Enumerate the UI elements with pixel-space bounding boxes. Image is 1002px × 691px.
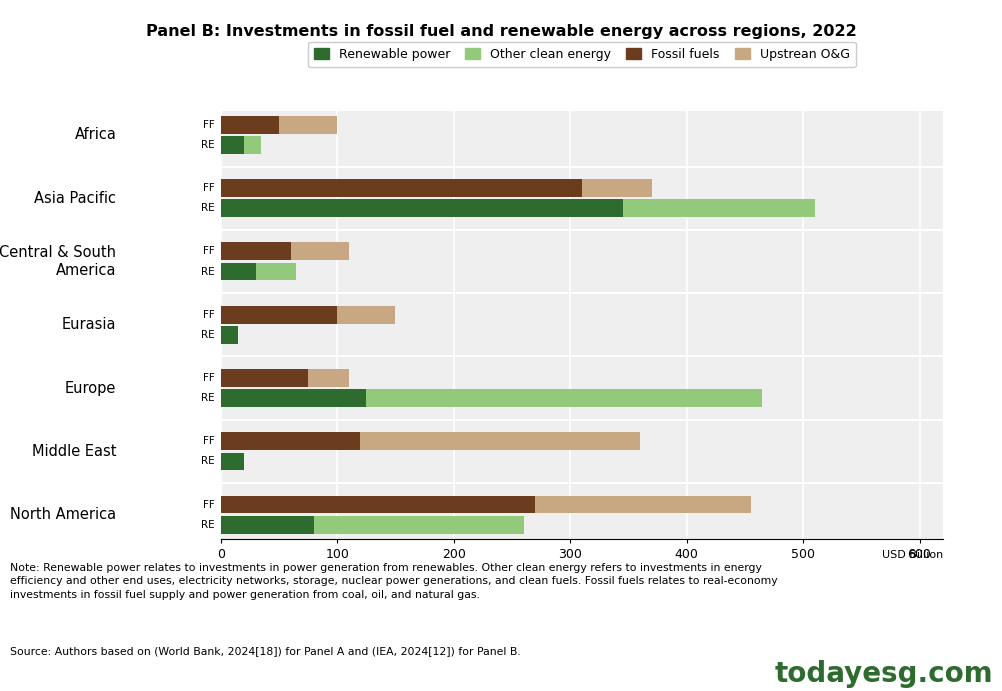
Bar [337,306,395,323]
Text: FF: FF [202,120,214,130]
Bar [220,306,337,323]
Bar [581,179,651,197]
Text: Panel B: Investments in fossil fuel and renewable energy across regions, 2022: Panel B: Investments in fossil fuel and … [146,24,856,39]
Bar [220,200,622,217]
Bar [366,389,762,407]
Bar [220,369,308,387]
Bar [220,179,581,197]
Text: RE: RE [201,140,214,150]
Bar [535,495,749,513]
Text: Source: Authors based on (World Bank, 2024[18]) for Panel A and (IEA, 2024[12]) : Source: Authors based on (World Bank, 20… [10,646,520,656]
Text: FF: FF [202,246,214,256]
Bar [220,263,256,281]
Bar [279,116,337,133]
Bar [314,516,523,533]
Text: RE: RE [201,393,214,404]
Bar [308,369,349,387]
Text: FF: FF [202,183,214,193]
Bar [256,263,296,281]
Text: RE: RE [201,330,214,340]
Text: FF: FF [202,500,214,509]
Legend: Renewable power, Other clean energy, Fossil fuels, Upstrean O&G: Renewable power, Other clean energy, Fos… [308,42,855,67]
Bar [220,389,366,407]
Text: RE: RE [201,520,214,530]
Text: RE: RE [201,203,214,214]
Bar [220,433,360,450]
Bar [291,243,349,261]
Text: RE: RE [201,267,214,276]
Text: FF: FF [202,310,214,320]
Bar [360,433,639,450]
Bar [622,200,814,217]
Bar [220,243,291,261]
Text: FF: FF [202,373,214,383]
Bar [220,516,314,533]
Bar [220,326,237,343]
Bar [220,495,535,513]
Text: todayesg.com: todayesg.com [774,659,992,688]
Bar [243,136,262,154]
Bar [220,116,279,133]
Text: FF: FF [202,436,214,446]
Bar [220,453,243,471]
Text: USD Billion: USD Billion [881,550,942,560]
Text: Note: Renewable power relates to investments in power generation from renewables: Note: Renewable power relates to investm… [10,563,777,600]
Text: RE: RE [201,457,214,466]
Bar [220,136,243,154]
